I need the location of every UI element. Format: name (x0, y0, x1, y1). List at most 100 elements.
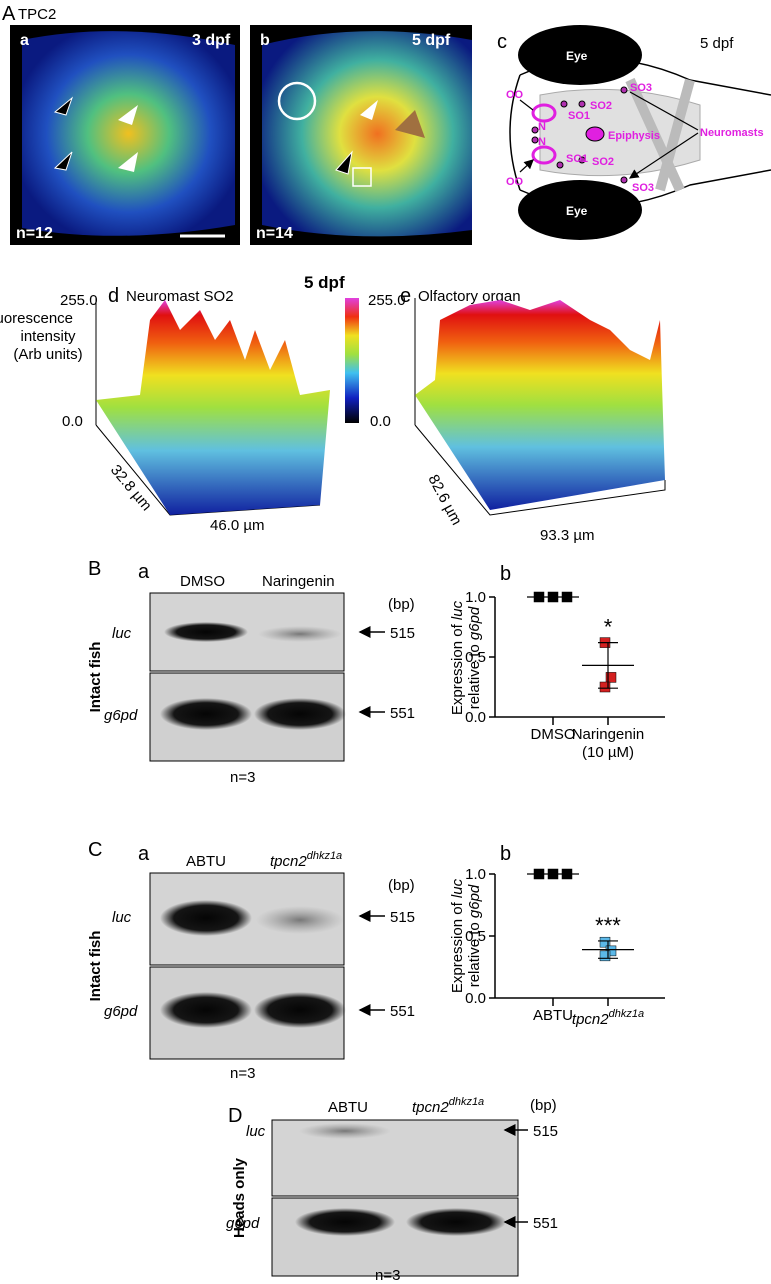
axis-title: (Arb units) (13, 346, 82, 363)
diagram-label: N (538, 136, 546, 148)
arrowheads (118, 105, 138, 172)
lane-label: ABTU (186, 853, 226, 870)
plot-title: Olfactory organ (418, 288, 521, 305)
n-label: n=12 (16, 225, 53, 242)
colorbar (345, 298, 359, 423)
arrow (519, 99, 533, 173)
size-label: 515 (390, 625, 415, 642)
size-label: 515 (390, 909, 415, 926)
y-tick-label: 1.0 (465, 866, 486, 883)
gel-band (295, 1208, 395, 1236)
fluorescence-image (262, 31, 472, 237)
eye-label: Eye (566, 49, 588, 63)
epiphysis (585, 126, 605, 142)
diagram-label: SO1 (566, 153, 588, 165)
panel-title: TPC2 (18, 6, 56, 23)
error-bar (598, 641, 618, 689)
panel-label: e (400, 285, 411, 307)
bp-label: (bp) (388, 596, 415, 613)
stage-label: 5 dpf (700, 35, 734, 52)
plot-title: Neuromast SO2 (126, 288, 234, 305)
significance: *** (595, 913, 621, 938)
image-label: a (20, 32, 29, 49)
gel-band (256, 906, 344, 934)
bp-label: (bp) (530, 1097, 557, 1114)
row-label: luc (246, 1123, 266, 1140)
base-axis (414, 424, 666, 516)
diagram-label: SO1 (568, 110, 590, 122)
x-tick-label: dhkz1a (609, 1008, 644, 1020)
highlight-box (352, 167, 372, 187)
gel-band (160, 900, 252, 936)
z-label: 0.0 (370, 413, 391, 430)
lateral-line (625, 77, 695, 193)
side-label: Intact fish (87, 931, 104, 1002)
panel-label: b (500, 563, 511, 585)
n-label: n=3 (375, 1267, 400, 1284)
z-label: 255.0 (60, 292, 98, 309)
eye (518, 180, 642, 240)
diagram-label: SO2 (592, 156, 614, 168)
data-point (599, 681, 611, 693)
row-label: g6pd (104, 1003, 138, 1020)
size-label: 515 (533, 1123, 558, 1140)
x-tick-label: DMSO (531, 726, 576, 743)
gel-band (299, 1123, 391, 1139)
dimension-label: 82.6 µm (424, 472, 465, 528)
lane-label: DMSO (180, 573, 225, 590)
lane-label: ABTU (328, 1099, 368, 1116)
n-label: n=3 (230, 769, 255, 786)
stage-label: 5 dpf (412, 32, 451, 49)
row-label: luc (112, 625, 132, 642)
row-label: g6pd (104, 707, 138, 724)
colorbar-title: 5 dpf (304, 273, 345, 292)
eye (518, 25, 642, 85)
dimension-label: 93.3 µm (540, 527, 595, 544)
y-tick-label: 0.0 (465, 990, 486, 1007)
x-tick-label: tpcn2 (572, 1011, 609, 1028)
size-label: 551 (390, 1003, 415, 1020)
diagram-label: N (538, 121, 546, 133)
diagram-label: Epiphysis (608, 130, 660, 142)
gel-band (258, 626, 342, 642)
z-label: 0.0 (62, 413, 83, 430)
panel-label: B (88, 558, 101, 580)
diagram-label: SO3 (630, 82, 652, 94)
diagram-label: Neuromasts (700, 127, 764, 139)
y-tick-label: 0.5 (465, 649, 486, 666)
arrowhead (335, 150, 353, 175)
side-label: Heads only (231, 1157, 248, 1238)
dimension-label: 46.0 µm (210, 517, 265, 534)
gel-band (254, 698, 346, 730)
eye-label: Eye (566, 204, 588, 218)
y-tick-label: 1.0 (465, 589, 486, 606)
panel-label: A (2, 3, 16, 25)
arrowhead (395, 110, 425, 138)
highlight-circle (277, 81, 317, 121)
lane-label: tpcn2dhkz1a (412, 1096, 484, 1116)
image-label: b (260, 32, 270, 49)
x-tick-label: ABTU (533, 1007, 573, 1024)
axis-title: Expression of luc (449, 878, 466, 993)
stage-label: 3 dpf (192, 32, 231, 49)
data-point (605, 672, 617, 683)
diagram-label: SO3 (632, 182, 654, 194)
panel-label: b (500, 843, 511, 865)
n-label: n=3 (230, 1065, 255, 1082)
n-label: n=14 (256, 225, 293, 242)
data-point (599, 936, 611, 948)
panel-label: D (228, 1105, 242, 1127)
gel-band (254, 992, 346, 1028)
significance: * (604, 615, 613, 640)
lane-label: Naringenin (262, 573, 335, 590)
gel-band (164, 622, 248, 642)
axis-title: Expression of luc (449, 600, 466, 715)
axis-title: relative to g6pd (466, 884, 483, 987)
z-label: 255.0 (368, 292, 406, 309)
panel-label: a (138, 561, 150, 583)
axis-title: Fluorescence (0, 310, 73, 327)
row-label: luc (112, 909, 132, 926)
diagram-label: SO2 (590, 100, 612, 112)
row-label: g6pd (226, 1215, 260, 1232)
